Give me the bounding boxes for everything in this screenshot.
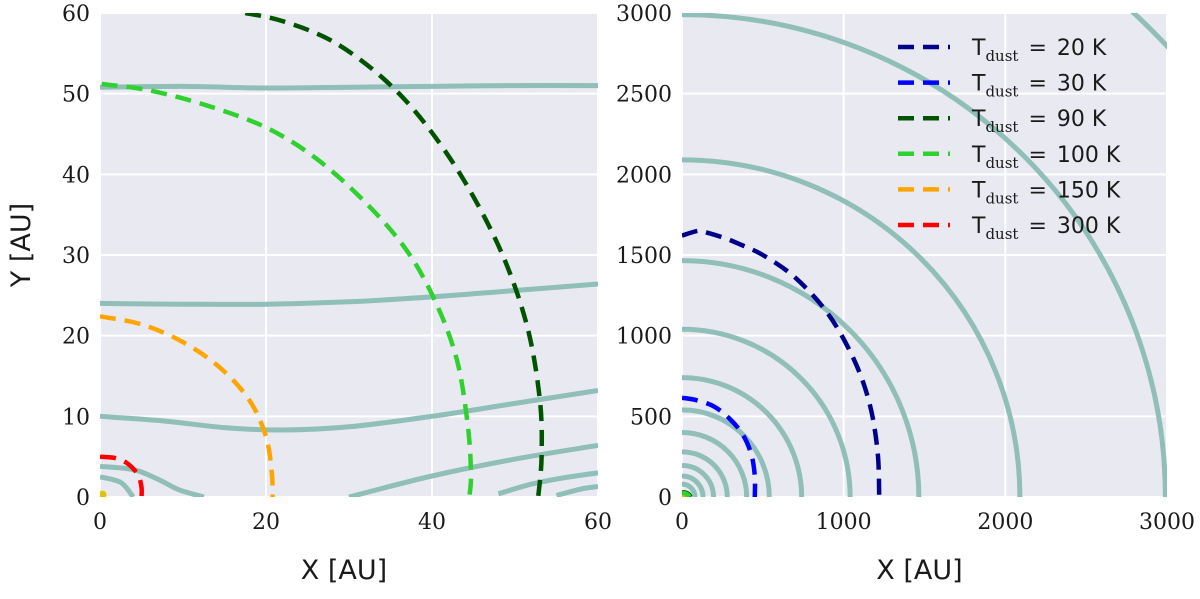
- legend-entry: Tdust = 150 K: [971, 178, 1121, 207]
- right-x-axis-label: X [AU]: [876, 555, 962, 586]
- left-plot-content: [100, 13, 598, 497]
- density-contour: [100, 83, 598, 91]
- left-y-tick-label: 0: [76, 486, 90, 511]
- left-y-tick-label: 60: [62, 2, 90, 27]
- left-y-tick-label: 30: [62, 244, 90, 269]
- left-x-axis-label: X [AU]: [301, 555, 387, 586]
- legend-entry: Tdust = 300 K: [971, 214, 1121, 243]
- density-contour: [682, 473, 706, 497]
- right-x-tick-label: 1000: [816, 510, 872, 535]
- right-y-tick-label: 0: [658, 486, 672, 511]
- density-contour: [682, 375, 805, 497]
- density-contour: [100, 474, 136, 497]
- left-series-t-dust-100-k: [101, 81, 474, 497]
- right-series-t-dust-20-k: [682, 228, 882, 497]
- right-y-tick-label: 2500: [616, 83, 672, 108]
- left-y-tick-label: 50: [62, 83, 90, 108]
- density-contour: [682, 326, 853, 497]
- right-y-tick-label: 1500: [616, 244, 672, 269]
- density-contour: [682, 258, 922, 497]
- right-y-tick-label: 500: [630, 405, 672, 430]
- density-contour: [682, 13, 1167, 497]
- legend-entry: Tdust = 90 K: [971, 107, 1107, 136]
- legend-entry: Tdust = 30 K: [971, 72, 1107, 101]
- right-series-t-dust-100-k: [682, 490, 692, 497]
- left-panel: 0 20 40 60 0 10 20 30 40 50 60 X [AU] Y [AU]: [6, 2, 612, 586]
- left-y-tick-label: 10: [62, 405, 90, 430]
- density-contour: [682, 429, 750, 497]
- left-y-tick-label: 40: [62, 163, 90, 188]
- density-contour: [100, 463, 205, 497]
- right-x-tick-label: 3000: [1139, 510, 1195, 535]
- legend: Tdust = 20 K Tdust = 30 K Tdust = 90 K Tdust = 100 …: [898, 36, 1121, 243]
- density-contour: [682, 463, 717, 497]
- right-y-tick-label: 2000: [616, 163, 672, 188]
- left-x-tick-label: 20: [252, 510, 280, 535]
- left-x-tick-label: 0: [93, 510, 107, 535]
- density-contour: [555, 484, 598, 497]
- legend-entry: Tdust = 100 K: [971, 143, 1121, 172]
- density-contour: [682, 481, 698, 497]
- right-x-tick-label: 0: [675, 510, 689, 535]
- right-x-tick-label: 2000: [977, 510, 1033, 535]
- right-panel: 0 1000 2000 3000 0 500 1000 1500 2000 2500 3000 X […: [616, 2, 1195, 586]
- left-x-tick-label: 60: [584, 510, 612, 535]
- left-y-tick-label: 20: [62, 325, 90, 350]
- right-y-tick-label: 3000: [616, 2, 672, 27]
- density-contour: [682, 449, 730, 497]
- left-x-tick-label: 40: [418, 510, 446, 535]
- left-series-t-dust-300-k: [100, 454, 145, 497]
- density-contour: [682, 157, 1023, 497]
- right-series-t-dust-30-k: [682, 395, 758, 497]
- density-contour: [497, 470, 598, 497]
- right-y-tick-label: 1000: [616, 325, 672, 350]
- right-plot-content: [682, 13, 1167, 497]
- origin-core: [100, 490, 107, 497]
- left-series-t-dust-90-k: [244, 13, 545, 497]
- density-contour: [348, 442, 598, 497]
- left-series-t-dust-150-k: [100, 314, 275, 497]
- legend-entry: Tdust = 20 K: [971, 36, 1107, 65]
- density-contour: [100, 388, 598, 433]
- left-y-axis-label: Y [AU]: [6, 203, 37, 288]
- density-contour: [1130, 13, 1167, 50]
